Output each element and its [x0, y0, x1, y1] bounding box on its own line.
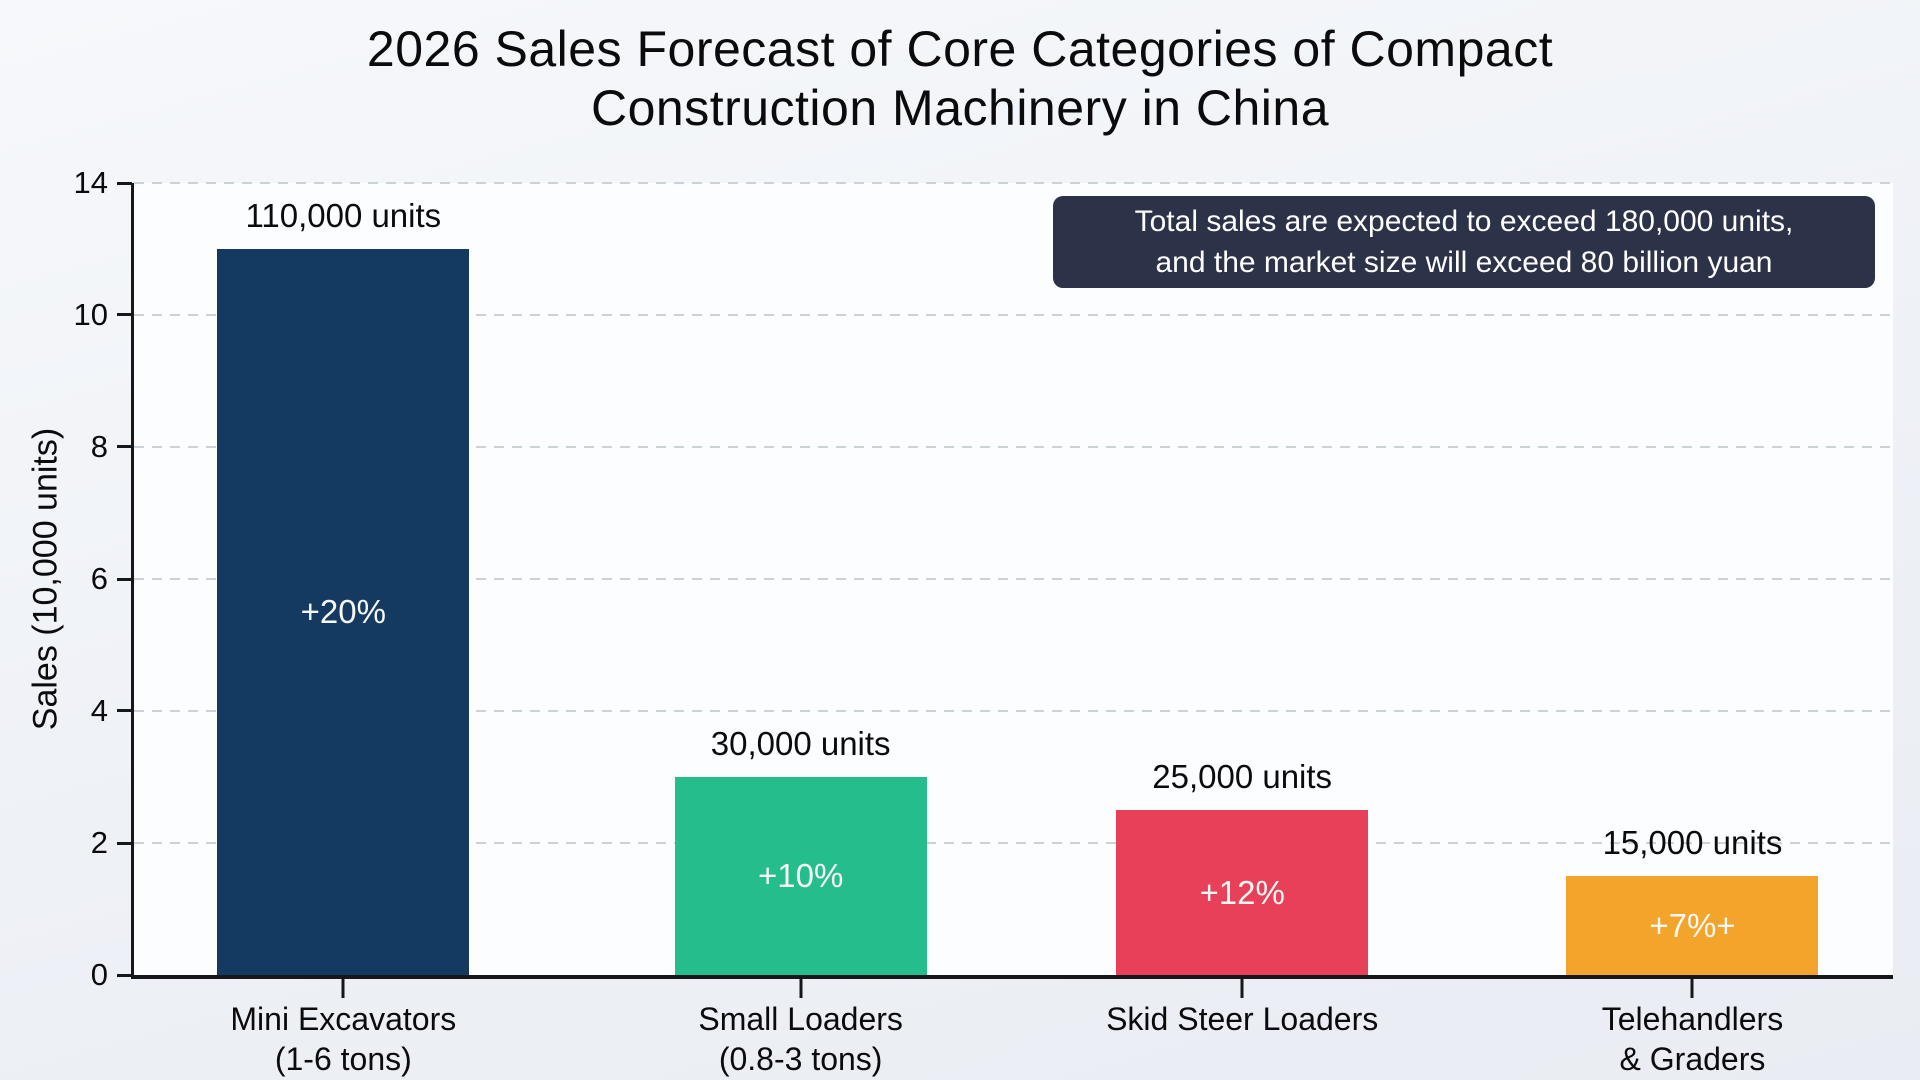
y-tick-mark — [117, 841, 132, 845]
y-tick-label: 6 — [90, 561, 108, 596]
gridline — [134, 182, 1893, 184]
bar-category-line: Skid Steer Loaders — [1106, 1001, 1379, 1037]
x-tick-mark — [1240, 979, 1244, 998]
y-tick-label: 2 — [90, 825, 108, 860]
bar-category-line: & Graders — [1619, 1041, 1766, 1077]
bar-growth-label: +12% — [1199, 873, 1285, 911]
y-tick-mark — [117, 313, 132, 317]
x-tick-mark — [799, 979, 803, 998]
y-axis-title: Sales (10,000 units) — [26, 427, 65, 731]
y-tick-label: 0 — [90, 957, 108, 992]
bar-category-label: Mini Excavators (1-6 tons) — [230, 999, 456, 1079]
bar-category-label: Telehandlers & Graders — [1602, 999, 1783, 1079]
bar-category-line: (0.8-3 tons) — [718, 1041, 883, 1077]
bar-value-label: 110,000 units — [245, 197, 442, 235]
bar-growth-label: +20% — [300, 593, 386, 630]
bar-value-label: 15,000 units — [1602, 824, 1783, 861]
y-tick-mark — [117, 973, 132, 977]
x-tick-mark — [1690, 979, 1694, 998]
bar-category-label: Skid Steer Loaders — [1106, 999, 1378, 1039]
plot-area: 0 2 4 6 8 10 14 +20% 110,000 units Mini Excavator… — [74, 165, 1893, 1077]
bar-category-line: Telehandlers — [1601, 1001, 1784, 1037]
y-tick-mark — [117, 577, 132, 581]
gridline — [134, 445, 1893, 448]
title-line-1: 2026 Sales Forecast of Core Categories o… — [366, 21, 1554, 77]
x-tick-mark — [341, 979, 345, 998]
bar: +10% — [674, 777, 927, 975]
bar-value-label: 25,000 units — [1152, 758, 1333, 795]
annotation-line-1: Total sales are expected to exceed 180,0… — [1134, 205, 1794, 238]
bar-value-label: 30,000 units — [710, 725, 891, 762]
y-tick-label: 8 — [90, 428, 108, 464]
bar: +20% — [217, 249, 470, 975]
gridline — [134, 709, 1893, 712]
gridline — [134, 313, 1893, 316]
bar-category-line: Mini Excavators — [230, 1001, 457, 1037]
bar-category-line: (1-6 tons) — [274, 1041, 412, 1077]
gridline — [134, 578, 1893, 580]
y-tick-mark — [117, 445, 132, 449]
annotation-line-2: and the market size will exceed 80 billi… — [1155, 246, 1773, 279]
bar-category-line: Small Loaders — [698, 1001, 903, 1037]
bar-growth-label: +10% — [757, 857, 844, 894]
bar: +7%+ — [1566, 876, 1819, 975]
gridline — [134, 842, 1893, 844]
y-tick-mark — [117, 181, 132, 185]
y-tick-label: 4 — [90, 692, 108, 728]
bar: +12% — [1116, 810, 1369, 975]
page-title: 2026 Sales Forecast of Core Categories o… — [0, 20, 1920, 138]
title-line-2: Construction Machinery in China — [590, 80, 1330, 136]
bar-category-label: Small Loaders (0.8-3 tons) — [698, 999, 903, 1079]
y-tick-label: 10 — [73, 296, 108, 332]
bar-growth-label: +7%+ — [1649, 906, 1736, 944]
annotation-box: Total sales are expected to exceed 180,0… — [1053, 196, 1875, 288]
y-tick-label: 14 — [73, 165, 108, 200]
y-tick-mark — [117, 709, 132, 713]
